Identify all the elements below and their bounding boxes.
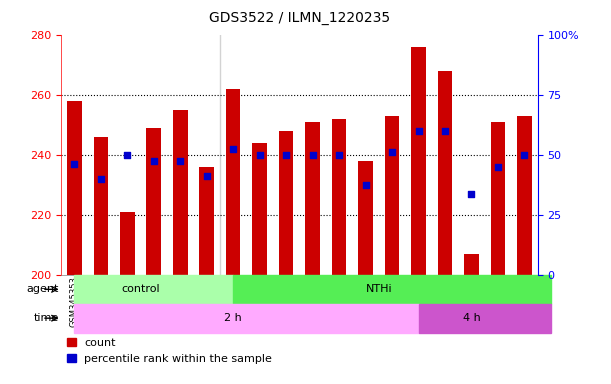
Point	[440, 127, 450, 134]
Text: agent: agent	[26, 284, 59, 294]
Text: GDS3522 / ILMN_1220235: GDS3522 / ILMN_1220235	[209, 11, 390, 25]
Bar	[233, 275, 551, 304]
Bar	[67, 101, 82, 275]
Point	[519, 152, 529, 158]
Bar	[75, 304, 419, 333]
Point	[387, 149, 397, 155]
Text: 2 h: 2 h	[224, 313, 242, 323]
Bar	[226, 89, 241, 275]
Point	[96, 176, 106, 182]
Point	[122, 152, 132, 158]
Bar	[332, 119, 346, 275]
Bar	[385, 116, 400, 275]
Point	[467, 191, 477, 197]
Point	[414, 127, 423, 134]
Text: control: control	[121, 284, 160, 294]
Bar	[279, 131, 293, 275]
Bar	[199, 167, 214, 275]
Text: 4 h: 4 h	[463, 313, 480, 323]
Bar	[464, 254, 479, 275]
Point	[308, 152, 318, 158]
Point	[281, 152, 291, 158]
Bar	[491, 122, 505, 275]
Point	[255, 152, 265, 158]
Point	[493, 164, 503, 170]
Bar	[419, 304, 551, 333]
Point	[149, 158, 159, 164]
Bar	[411, 46, 426, 275]
Bar	[252, 143, 267, 275]
Bar	[120, 212, 134, 275]
Legend: count, percentile rank within the sample: count, percentile rank within the sample	[67, 338, 273, 364]
Text: NTHi: NTHi	[365, 284, 392, 294]
Bar	[173, 110, 188, 275]
Bar	[437, 71, 452, 275]
Bar	[93, 137, 108, 275]
Point	[202, 173, 211, 179]
Point	[229, 146, 238, 152]
Bar	[306, 122, 320, 275]
Bar	[358, 161, 373, 275]
Bar	[75, 275, 233, 304]
Point	[70, 161, 79, 167]
Point	[334, 152, 344, 158]
Bar	[517, 116, 532, 275]
Text: time: time	[34, 313, 59, 323]
Point	[360, 182, 370, 188]
Point	[175, 158, 185, 164]
Bar	[147, 128, 161, 275]
